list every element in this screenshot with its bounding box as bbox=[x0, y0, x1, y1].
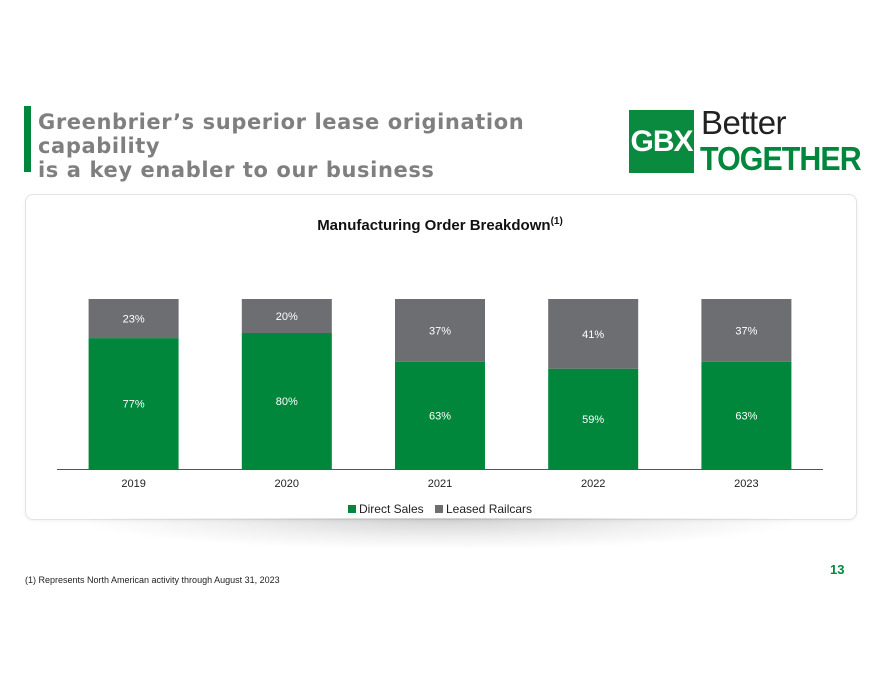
data-label-leased-railcars-2020: 20% bbox=[276, 311, 298, 323]
page-title-line-2: is a key enabler to our business bbox=[38, 158, 435, 182]
data-label-direct-sales-2019: 77% bbox=[123, 399, 145, 411]
bar-leased-railcars-2019 bbox=[88, 299, 179, 339]
legend-swatch-direct-sales bbox=[347, 505, 356, 513]
chart-title-footnote-ref: (1) bbox=[550, 216, 563, 227]
x-tick-label-2019: 2019 bbox=[121, 478, 145, 490]
bar-direct-sales-2020 bbox=[241, 333, 332, 469]
data-label-leased-railcars-2021: 37% bbox=[429, 325, 451, 337]
logo-word-better: Better bbox=[701, 104, 787, 141]
chart-legend: Direct Sales Leased Railcars bbox=[0, 502, 880, 516]
logo-word-together: TOGETHER bbox=[700, 140, 862, 177]
logo-mark: GBX bbox=[629, 110, 694, 173]
bar-leased-railcars-2022 bbox=[548, 299, 639, 369]
x-tick-label-2021: 2021 bbox=[428, 478, 452, 490]
legend-swatch-leased-railcars bbox=[434, 505, 443, 513]
x-tick-label-2022: 2022 bbox=[581, 478, 605, 490]
legend-label-leased-railcars: Leased Railcars bbox=[445, 502, 533, 516]
bar-leased-railcars-2021 bbox=[395, 299, 485, 362]
bar-direct-sales-2022 bbox=[548, 368, 639, 469]
panel-shadow bbox=[90, 518, 790, 548]
data-label-leased-railcars-2019: 23% bbox=[123, 314, 145, 326]
page-number: 13 bbox=[830, 562, 845, 577]
legend-item-direct-sales: Direct Sales bbox=[347, 502, 424, 516]
chart-title: Manufacturing Order Breakdown(1) bbox=[0, 216, 880, 234]
bar-leased-railcars-2023 bbox=[701, 299, 792, 362]
gbx-logo: GBX Better TOGETHER bbox=[629, 104, 869, 177]
data-label-leased-railcars-2022: 41% bbox=[582, 329, 604, 341]
title-accent-bar bbox=[24, 106, 31, 172]
data-label-direct-sales-2023: 63% bbox=[735, 410, 757, 422]
data-label-direct-sales-2022: 59% bbox=[582, 414, 604, 426]
legend-label-direct-sales: Direct Sales bbox=[358, 502, 424, 516]
bar-direct-sales-2019 bbox=[88, 338, 179, 469]
data-label-leased-railcars-2023: 37% bbox=[735, 325, 757, 337]
bar-direct-sales-2023 bbox=[701, 361, 792, 469]
bar-direct-sales-2021 bbox=[395, 361, 485, 469]
legend-item-leased-railcars: Leased Railcars bbox=[434, 502, 533, 516]
page-title-line-1: Greenbrier’s superior lease origination … bbox=[38, 110, 525, 158]
data-label-direct-sales-2020: 80% bbox=[276, 396, 298, 408]
chart-title-text: Manufacturing Order Breakdown bbox=[317, 217, 551, 234]
x-tick-label-2023: 2023 bbox=[734, 478, 758, 490]
footnote: (1) Represents North American activity t… bbox=[25, 575, 280, 585]
data-label-direct-sales-2021: 63% bbox=[429, 410, 451, 422]
bar-leased-railcars-2020 bbox=[241, 299, 332, 333]
x-tick-label-2020: 2020 bbox=[275, 478, 299, 490]
page-title: Greenbrier’s superior lease origination … bbox=[38, 110, 618, 182]
